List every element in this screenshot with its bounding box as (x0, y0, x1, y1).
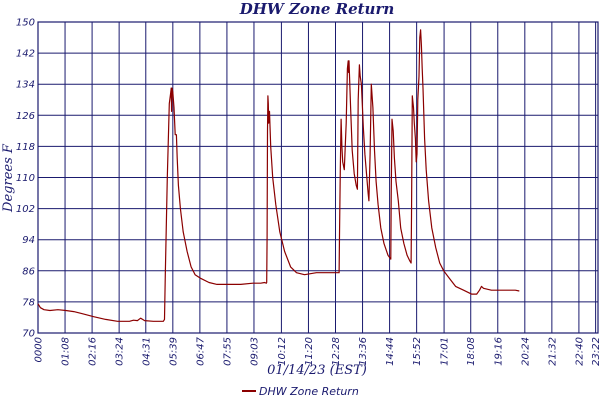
x-tick-label: 14:44 (385, 337, 396, 366)
x-tick-label: 11:20 (304, 337, 315, 366)
x-tick-label: 0000 (34, 337, 45, 362)
x-tick-label: 09:03 (249, 337, 260, 366)
series-line (37, 29, 520, 322)
y-tick-label: 94 (22, 235, 35, 246)
x-tick-label: 19:16 (493, 337, 504, 366)
x-tick-label: 01:08 (61, 337, 72, 366)
y-tick-label: 70 (22, 329, 35, 340)
y-axis-label: Degrees F (1, 143, 16, 213)
x-tick-label: 18:08 (466, 337, 477, 366)
x-tick-label: 20:24 (520, 337, 531, 366)
x-tick-label: 23:22 (591, 337, 600, 366)
y-tick-label: 86 (22, 266, 35, 277)
plot-frame (37, 21, 599, 334)
x-tick-label: 17:01 (440, 337, 451, 366)
y-tick-label: 142 (16, 49, 35, 60)
y-tick-label: 78 (22, 297, 35, 308)
x-tick-label: 10:12 (277, 337, 288, 366)
x-tick-label: 13:36 (358, 337, 369, 366)
plot-area: 70 78 86 94 102 110 118 126 134 142 150 0000 01:08 02… (16, 18, 600, 366)
x-tick-label: 21:32 (547, 337, 558, 366)
x-tick-label: 12:28 (331, 337, 342, 366)
x-tick-label: 15:52 (412, 337, 423, 366)
y-tick-label: 110 (16, 173, 35, 184)
x-tick-label: 22:40 (574, 337, 585, 366)
x-tick-label: 06:47 (195, 336, 206, 365)
y-tick-label: 126 (16, 111, 35, 122)
chart-title: DHW Zone Return (239, 0, 395, 18)
legend: DHW Zone Return (242, 385, 359, 398)
x-tick-label: 03:24 (115, 337, 126, 366)
y-tick-label: 118 (16, 142, 35, 153)
x-axis-label: 01/14/23 (EST) (267, 363, 367, 378)
x-tick-label: 02:16 (88, 337, 99, 366)
x-tick-label: 04:31 (141, 337, 152, 366)
legend-label: DHW Zone Return (259, 385, 359, 398)
y-tick-label: 150 (16, 18, 35, 29)
x-tick-label: 07:55 (222, 337, 233, 366)
y-tick-label: 134 (16, 80, 35, 91)
y-tick-label: 102 (16, 204, 35, 215)
x-tick-label: 05:39 (168, 337, 179, 366)
